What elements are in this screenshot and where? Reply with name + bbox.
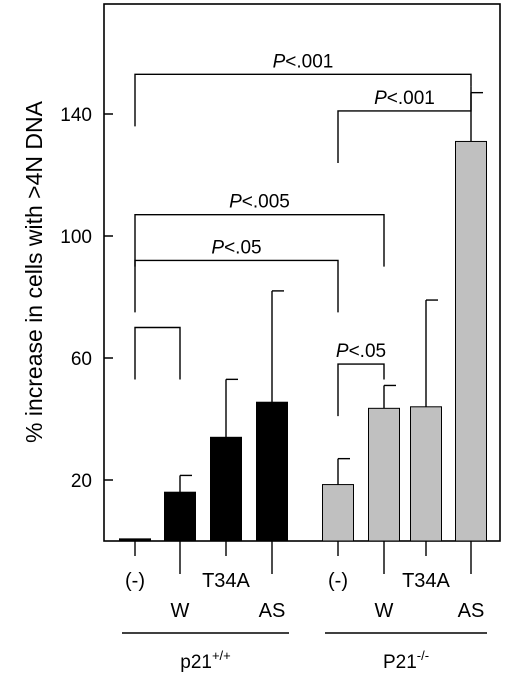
comparison-bracket [337,363,385,417]
p-value-label: P<.001 [374,88,435,109]
bar [210,436,242,542]
category-label: W [171,600,190,622]
bars [119,91,487,542]
y-tick-label: 20 [71,471,92,492]
bar [410,406,442,542]
y-tick-label: 140 [60,105,92,126]
plot-border [103,3,501,542]
p-value-label: P<.05 [336,341,386,362]
p-value-label: P<.001 [273,51,334,72]
bar [164,491,196,542]
p-value-label: P<.05 [211,237,261,258]
category-label: (-) [125,570,145,592]
y-tick-label: 60 [71,349,92,370]
category-label: W [375,600,394,622]
y-axis: 20 60 100 140 [60,105,113,492]
y-tick-label: 100 [60,227,92,248]
y-axis-label: % increase in cells with >4N DNA [21,100,47,443]
group-labels: p21+/+ P21-/- [122,632,487,673]
bar [322,484,354,542]
x-axis-categories: (-) W T34A AS (-) W T34A AS [125,541,484,622]
category-label: T34A [402,570,450,592]
group-label: p21+/+ [180,648,231,673]
bar [256,401,288,542]
comparison-bracket [134,213,385,267]
comparison-bracket [134,326,181,380]
p-value-label: P<.005 [229,192,290,213]
category-label: (-) [328,570,348,592]
plot-frame [103,3,501,542]
category-label: AS [259,600,286,622]
comparison-bracket [134,73,472,127]
significance-brackets: P<.001 P<.001 P<.005 P<.05 P<.05 [134,51,472,417]
bar [455,140,487,542]
comparison-bracket [134,259,339,313]
bar [119,538,151,542]
bar [368,407,400,542]
comparison-bracket [337,86,472,163]
category-label: T34A [202,570,250,592]
group-label: P21-/- [383,648,429,673]
category-label: AS [458,600,485,622]
